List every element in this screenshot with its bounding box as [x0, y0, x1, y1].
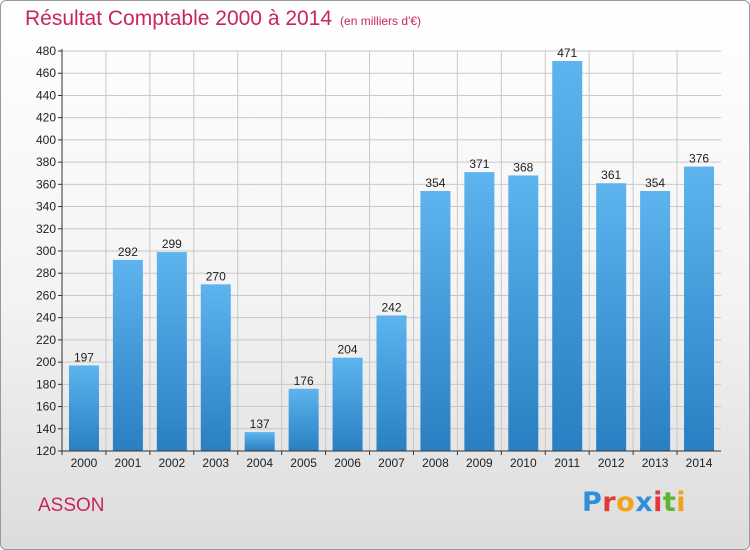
y-tick-label: 340 — [36, 200, 56, 214]
value-label: 270 — [206, 269, 226, 283]
bar-2000 — [68, 365, 99, 451]
y-tick-label: 440 — [36, 88, 56, 102]
y-tick-label: 220 — [36, 333, 56, 347]
chart-unit: (en milliers d'€) — [340, 14, 422, 28]
value-label: 368 — [513, 160, 533, 174]
value-label: 242 — [381, 300, 401, 314]
value-label: 354 — [645, 176, 665, 190]
commune-name: ASSON — [38, 495, 105, 516]
y-tick-label: 460 — [36, 66, 56, 80]
chart-title-text: Résultat Comptable 2000 à 2014 — [25, 7, 333, 30]
x-tick-label: 2008 — [422, 456, 449, 470]
y-tick-label: 160 — [36, 400, 56, 414]
value-label: 299 — [162, 237, 182, 251]
x-tick-label: 2010 — [510, 456, 537, 470]
bar-2006 — [332, 357, 363, 451]
bar-2011 — [552, 61, 583, 451]
x-tick-label: 2011 — [554, 456, 580, 470]
y-tick-label: 120 — [36, 444, 56, 458]
bar-2013 — [640, 191, 671, 451]
bar-2004 — [244, 432, 275, 451]
value-label: 137 — [250, 417, 270, 431]
bar-2005 — [288, 388, 319, 451]
y-tick-label: 200 — [36, 355, 56, 369]
x-tick-label: 2000 — [71, 456, 98, 470]
x-tick-label: 2009 — [466, 456, 493, 470]
y-tick-label: 320 — [36, 222, 56, 236]
value-label: 354 — [425, 176, 445, 190]
x-tick-label: 2002 — [158, 456, 185, 470]
bar-2003 — [200, 284, 231, 451]
value-label: 361 — [601, 168, 621, 182]
value-label: 197 — [74, 350, 94, 364]
proxiti-logo: Proxiti — [582, 487, 687, 518]
x-tick-label: 2003 — [202, 456, 229, 470]
bar-2009 — [464, 172, 495, 451]
bar-2002 — [156, 252, 187, 451]
bar-2012 — [596, 183, 627, 451]
value-label: 176 — [294, 374, 314, 388]
bar-2001 — [112, 259, 143, 451]
y-tick-label: 380 — [36, 155, 56, 169]
bar-2014 — [684, 166, 715, 452]
y-tick-label: 260 — [36, 288, 56, 302]
value-label: 471 — [557, 46, 577, 60]
value-label: 292 — [118, 245, 138, 259]
value-label: 371 — [469, 157, 489, 171]
value-label: 204 — [338, 343, 358, 357]
axes: 120 140 160 180 200 220 240 260 280 300 320 340 360 3… — [36, 44, 721, 470]
chart-title: Résultat Comptable 2000 à 2014 (en millie… — [25, 7, 421, 31]
x-tick-label: 2014 — [686, 456, 713, 470]
y-tick-label: 300 — [36, 244, 56, 258]
y-tick-label: 180 — [36, 377, 56, 391]
y-tick-label: 360 — [36, 177, 56, 191]
x-tick-label: 2005 — [290, 456, 317, 470]
bar-2007 — [376, 315, 407, 451]
x-tick-label: 2004 — [246, 456, 273, 470]
x-tick-label: 2007 — [378, 456, 405, 470]
x-tick-label: 2013 — [642, 456, 669, 470]
bar-2008 — [420, 191, 451, 451]
y-tick-label: 420 — [36, 111, 56, 125]
y-tick-label: 280 — [36, 266, 56, 280]
y-tick-label: 140 — [36, 422, 56, 436]
x-tick-label: 2012 — [598, 456, 625, 470]
bars: 197 292 299 270 137 176 204 242 354 371 368 471 361 3… — [68, 46, 715, 452]
y-tick-label: 400 — [36, 133, 56, 147]
bar-2010 — [508, 175, 539, 451]
y-tick-label: 480 — [36, 44, 56, 58]
x-tick-label: 2006 — [334, 456, 361, 470]
value-label: 376 — [689, 152, 709, 166]
x-tick-label: 2001 — [115, 456, 142, 470]
y-tick-label: 240 — [36, 311, 56, 325]
